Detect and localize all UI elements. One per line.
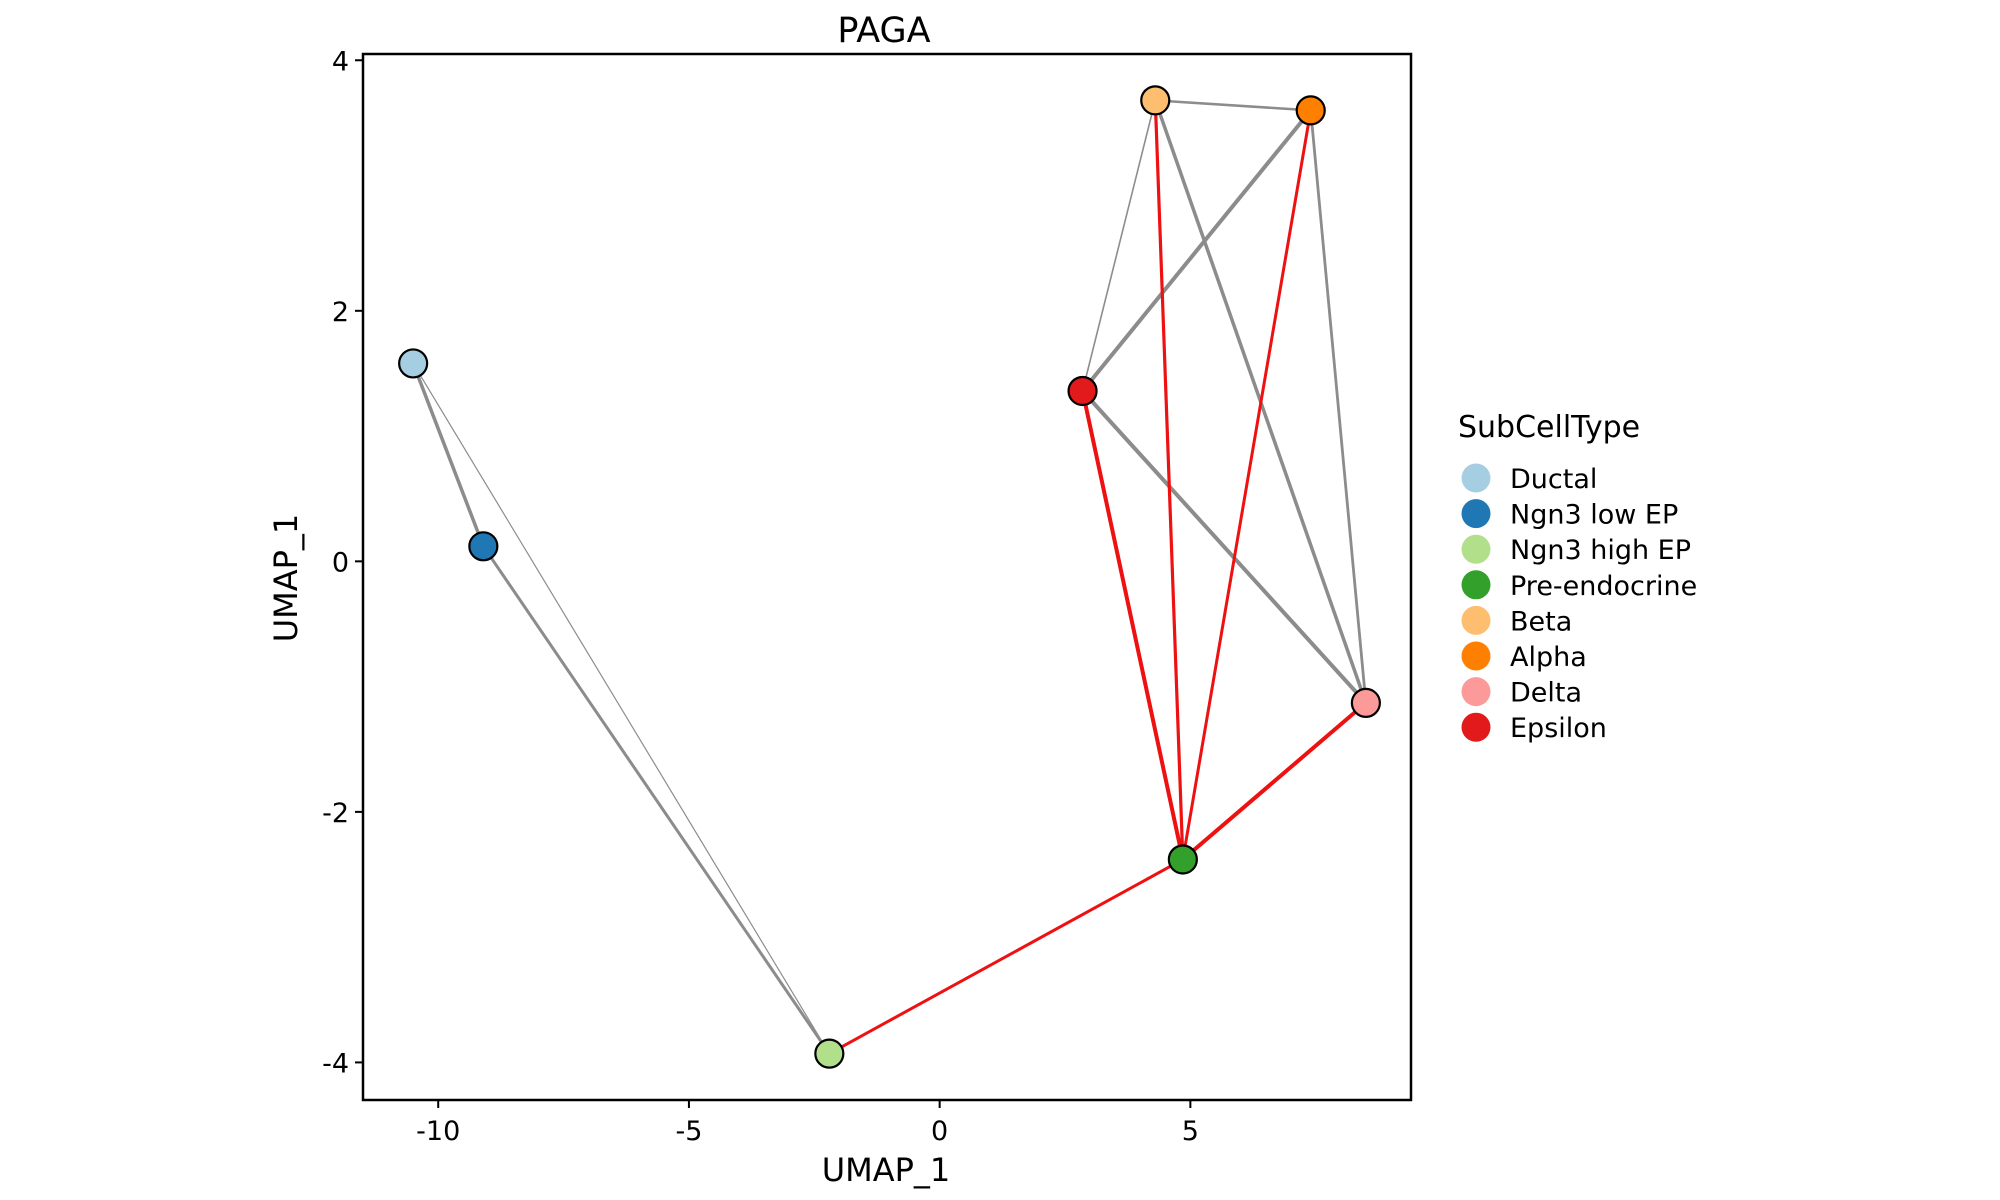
edge-ngn3-high-ep-pre-endocrine — [827, 857, 1185, 1056]
edge-alpha-epsilon — [1080, 108, 1313, 393]
y-tick-label: 0 — [332, 547, 349, 578]
x-axis-ticks: -10 -5 0 5 — [416, 1100, 1199, 1147]
legend-swatch-beta — [1461, 605, 1491, 635]
legend-swatch-delta — [1461, 677, 1491, 707]
legend-swatch-ngn3-low-ep — [1461, 499, 1491, 529]
legend-label-ngn3-low-ep: Ngn3 low EP — [1510, 500, 1678, 531]
edge-pre-endocrine-epsilon — [1080, 388, 1185, 862]
edge-ductal-ngn3-high-ep — [412, 362, 830, 1055]
edge-pre-endocrine-delta — [1180, 700, 1368, 862]
legend-swatch-epsilon — [1461, 712, 1491, 742]
y-tick-label: 4 — [332, 46, 349, 77]
y-axis-title: UMAP_1 — [267, 514, 305, 643]
node-pre-endocrine — [1167, 844, 1198, 875]
plot-panel — [361, 52, 1413, 1102]
x-axis-title: UMAP_1 — [822, 1151, 951, 1189]
edge-pre-endocrine-alpha — [1181, 108, 1313, 861]
edge-ngn3-low-ep-ngn3-high-ep — [481, 544, 831, 1056]
node-ductal — [398, 348, 429, 379]
legend-label-ductal: Ductal — [1510, 464, 1597, 495]
legend-swatch-ductal — [1461, 463, 1491, 493]
legend-label-alpha: Alpha — [1510, 642, 1587, 673]
x-tick-label: 5 — [1182, 1116, 1199, 1147]
y-tick-label: 2 — [332, 297, 349, 328]
legend-label-beta: Beta — [1510, 606, 1572, 637]
x-tick-label: -10 — [416, 1116, 460, 1147]
legend-label-delta: Delta — [1510, 678, 1582, 709]
y-axis-ticks: -4 -2 0 2 4 — [322, 46, 363, 1079]
legend-swatch-alpha — [1461, 641, 1491, 671]
edge-beta-epsilon — [1081, 99, 1157, 392]
legend-swatch-pre-endocrine — [1461, 570, 1491, 600]
legend-title: SubCellType — [1458, 410, 1640, 445]
edge-ductal-ngn3-low-ep — [411, 361, 486, 549]
y-tick-label: -2 — [322, 798, 349, 829]
edge-beta-alpha — [1154, 99, 1312, 112]
legend-label-pre-endocrine: Pre-endocrine — [1510, 571, 1697, 602]
legend-label-ngn3-high-ep: Ngn3 high EP — [1510, 535, 1691, 566]
node-ngn3-low-ep — [468, 531, 499, 562]
edges-layer — [411, 98, 1368, 1056]
x-tick-label: 0 — [931, 1116, 948, 1147]
node-epsilon — [1067, 375, 1098, 407]
chart-title: PAGA — [837, 11, 930, 51]
y-tick-label: -4 — [322, 1048, 349, 1079]
nodes-layer — [398, 85, 1381, 1069]
edge-pre-endocrine-beta — [1153, 98, 1185, 862]
node-alpha — [1295, 95, 1326, 126]
edge-epsilon-delta — [1080, 388, 1368, 705]
node-beta — [1140, 85, 1171, 116]
x-tick-label: -5 — [675, 1116, 702, 1147]
legend-swatch-ngn3-high-ep — [1461, 534, 1491, 564]
legend: SubCellType Ductal Ngn3 low EP Ngn3 high E… — [1458, 410, 1697, 744]
edge-alpha-delta — [1309, 108, 1368, 705]
node-ngn3-high-ep — [814, 1038, 845, 1069]
legend-items: Ductal Ngn3 low EP Ngn3 high EP Pre-endocri… — [1461, 463, 1697, 744]
legend-label-epsilon: Epsilon — [1510, 713, 1607, 744]
node-delta — [1350, 687, 1381, 718]
